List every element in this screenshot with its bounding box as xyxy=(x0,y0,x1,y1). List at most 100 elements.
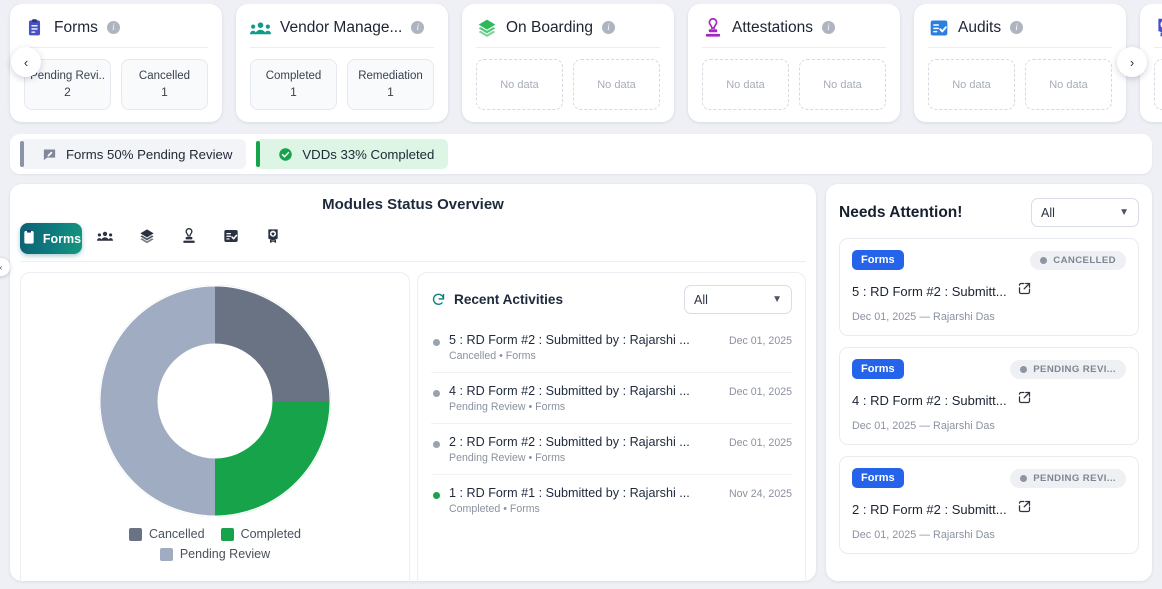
module-tag-badge: Forms xyxy=(852,359,904,379)
status-donut-chart: Cancelled Completed Pending Review xyxy=(20,272,410,589)
legend-item[interactable]: Cancelled xyxy=(128,527,205,541)
info-icon[interactable]: i xyxy=(411,21,425,34)
tab-forms[interactable]: Forms xyxy=(20,223,82,254)
module-card-title: Attestations xyxy=(732,18,813,36)
activity-title: 1 : RD Form #1 : Submitted by : Rajarshi… xyxy=(449,486,690,500)
people-group-icon xyxy=(97,228,113,249)
info-icon[interactable]: i xyxy=(1010,21,1024,34)
module-stat-tile[interactable]: No data xyxy=(476,59,563,110)
carousel-next-button[interactable]: › xyxy=(1117,47,1147,77)
layers-icon xyxy=(476,17,497,38)
module-summary-card[interactable]: Attestations i No data No data xyxy=(688,4,900,122)
tab-certifications[interactable] xyxy=(254,223,292,254)
external-link-icon xyxy=(1018,282,1030,295)
module-stat-row: No data No data xyxy=(928,59,1112,110)
module-stat-tile[interactable]: No data xyxy=(928,59,1015,110)
module-summary-card[interactable]: Vendor Manage... i Completed 1 Remediati… xyxy=(236,4,448,122)
module-stat-value: 2 xyxy=(64,85,71,99)
module-summary-card[interactable]: On Boarding i No data No data xyxy=(462,4,674,122)
module-card-title: Audits xyxy=(958,18,1002,36)
tab-attestations[interactable] xyxy=(170,223,208,254)
activities-filter-select[interactable]: All ▼ xyxy=(684,285,792,314)
activity-row[interactable]: 2 : RD Form #2 : Submitted by : Rajarshi… xyxy=(431,424,792,475)
module-stat-tile[interactable]: No data xyxy=(573,59,660,110)
chevron-down-icon: ▼ xyxy=(1119,207,1129,218)
module-stat-tile[interactable]: No data xyxy=(799,59,886,110)
stamp-icon xyxy=(181,227,197,249)
attention-item-meta: Dec 01, 2025 — Rajarshi Das xyxy=(852,311,995,323)
activity-row[interactable]: 1 : RD Form #1 : Submitted by : Rajarshi… xyxy=(431,475,792,525)
tab-on-boarding[interactable] xyxy=(128,223,166,254)
tab-label: Forms xyxy=(42,231,82,246)
activity-date: Nov 24, 2025 xyxy=(728,488,792,500)
module-stat-tile[interactable]: No data xyxy=(1025,59,1112,110)
legend-label: Completed xyxy=(240,527,302,541)
module-stat-label: Cancelled xyxy=(138,70,191,82)
attention-card[interactable]: Forms PENDING REVI... 2 : RD Form #2 : S… xyxy=(839,456,1139,554)
module-stat-tile[interactable]: Completed 1 xyxy=(250,59,337,110)
tab-vendor-management[interactable] xyxy=(86,223,124,254)
donut-graphic xyxy=(99,285,331,517)
layers-icon xyxy=(478,19,495,37)
people-group-icon xyxy=(97,231,113,241)
clipboard-icon xyxy=(24,230,34,244)
donut-ring[interactable] xyxy=(99,285,331,517)
activity-status-dot xyxy=(433,339,440,346)
legend-swatch xyxy=(159,547,173,561)
module-card-title: On Boarding xyxy=(506,18,594,36)
external-link-icon[interactable] xyxy=(1017,499,1032,519)
module-stat-tile[interactable]: Cancelled 1 xyxy=(121,59,208,110)
module-stat-label: No data xyxy=(1049,78,1088,91)
modules-status-overview-panel: Modules Status Overview Forms xyxy=(10,184,816,589)
activity-status: Cancelled xyxy=(449,350,497,362)
page-title: Modules Status Overview xyxy=(322,196,504,213)
info-icon[interactable]: i xyxy=(106,21,120,34)
activity-row[interactable]: 4 : RD Form #2 : Submitted by : Rajarshi… xyxy=(431,373,792,424)
module-stat-value: 1 xyxy=(161,85,168,99)
activity-subtitle: Pending Review • Forms xyxy=(449,452,720,464)
tab-audits[interactable] xyxy=(212,223,250,254)
activities-filter-value: All xyxy=(694,292,708,307)
external-link-icon[interactable] xyxy=(1017,390,1032,410)
module-stat-tile[interactable]: No da xyxy=(1154,59,1162,110)
checklist-icon xyxy=(224,230,238,242)
attention-card[interactable]: Forms CANCELLED 5 : RD Form #2 : Submitt… xyxy=(839,238,1139,336)
bullet-separator: • xyxy=(528,401,536,413)
activity-module: Forms xyxy=(535,401,566,413)
recent-activities-list: 5 : RD Form #2 : Submitted by : Rajarshi… xyxy=(431,322,792,525)
attention-card[interactable]: Forms PENDING REVI... 4 : RD Form #2 : S… xyxy=(839,347,1139,445)
attention-card-name-row: 4 : RD Form #2 : Submitt... xyxy=(852,390,1126,410)
sidebar-collapse-handle[interactable]: ‹ xyxy=(0,258,10,276)
status-dot xyxy=(1040,256,1048,264)
attention-item-meta: Dec 01, 2025 — Rajarshi Das xyxy=(852,420,995,432)
external-link-icon xyxy=(1018,500,1030,513)
module-stat-label: Completed xyxy=(265,70,322,82)
module-summary-card[interactable]: Audits i No data No data xyxy=(914,4,1126,122)
legend-swatch xyxy=(128,527,142,541)
legend-item[interactable]: Pending Review xyxy=(159,547,270,561)
module-card-header: Attestations i xyxy=(702,17,886,48)
status-chip[interactable]: Forms 50% Pending Review xyxy=(20,139,247,169)
chip-label: Forms 50% Pending Review xyxy=(66,146,233,162)
attention-filter-select[interactable]: All ▼ xyxy=(1031,198,1139,227)
module-stat-tile[interactable]: No data xyxy=(702,59,789,110)
module-stat-tile[interactable]: Remediation 1 xyxy=(347,59,434,110)
certificate-badge-icon xyxy=(1154,17,1162,38)
external-link-icon[interactable] xyxy=(1017,281,1032,301)
chart-legend: Cancelled Completed Pending Review xyxy=(80,527,350,561)
info-icon[interactable]: i xyxy=(602,21,616,34)
attention-card-header: Forms PENDING REVI... xyxy=(852,359,1126,379)
pending-review-icon xyxy=(43,149,55,160)
carousel-prev-button[interactable]: ‹ xyxy=(11,47,41,77)
module-stat-row: Completed 1 Remediation 1 xyxy=(250,59,434,110)
module-summary-card[interactable]: Forms i Pending Revi.. 2 Cancelled 1 xyxy=(10,4,222,122)
status-badge-label: PENDING REVI... xyxy=(1033,472,1116,484)
legend-item[interactable]: Completed xyxy=(220,527,302,541)
status-badge-label: CANCELLED xyxy=(1053,254,1116,266)
activity-row[interactable]: 5 : RD Form #2 : Submitted by : Rajarshi… xyxy=(431,322,792,373)
people-group-icon xyxy=(250,17,271,38)
info-icon[interactable]: i xyxy=(822,21,835,34)
status-chip[interactable]: VDDs 33% Completed xyxy=(256,139,449,169)
chip-label: VDDs 33% Completed xyxy=(302,146,435,162)
module-stat-label: No data xyxy=(500,78,539,91)
